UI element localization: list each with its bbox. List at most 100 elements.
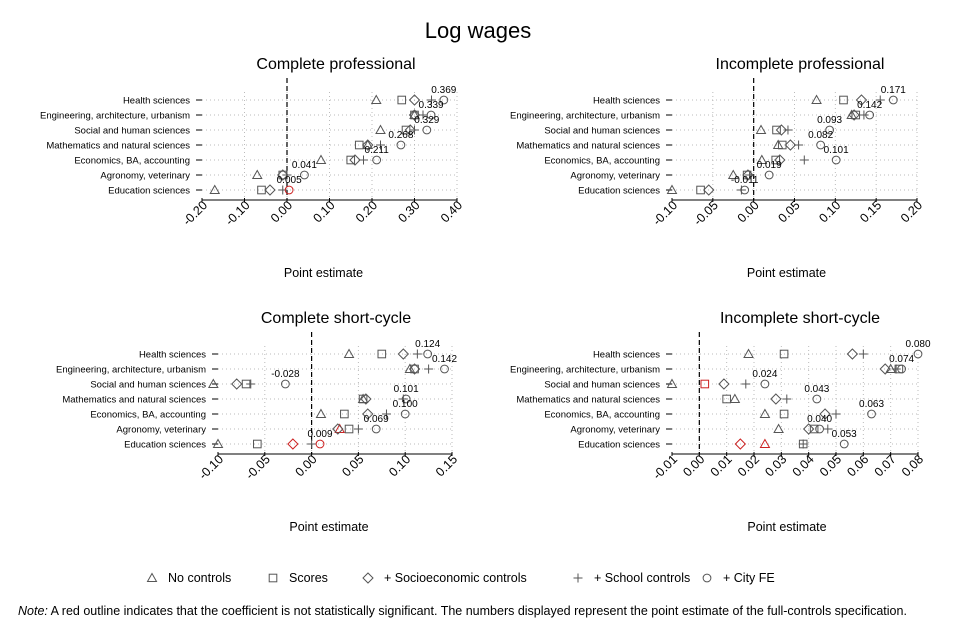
point-triangle: [404, 363, 416, 373]
x-tick-label: 0.05: [817, 452, 844, 479]
category-label: Social and human sciences: [544, 380, 660, 391]
point-label: 0.005: [277, 175, 302, 186]
point-plus: [798, 439, 808, 449]
legend-label: + School controls: [594, 571, 690, 585]
point-label: 0.100: [393, 399, 418, 410]
point-diamond: [408, 109, 421, 121]
point-diamond: [802, 423, 815, 435]
point-label: 0.019: [757, 160, 782, 171]
x-tick-label: 0.02: [735, 452, 762, 479]
category-label: Engineering, architecture, urbanism: [40, 111, 190, 122]
category-label: Health sciences: [593, 96, 660, 107]
legend-circle-icon: [702, 573, 712, 583]
point-square: [354, 140, 364, 150]
point-label: 0.101: [824, 145, 849, 156]
point-label: 0.009: [308, 429, 333, 440]
category-label: Mathematics and natural sciences: [46, 141, 190, 152]
point-diamond: [277, 169, 289, 181]
point-label: 0.268: [388, 130, 413, 141]
legend-label: Scores: [289, 571, 328, 585]
point-square: [358, 394, 368, 404]
point-plus: [859, 110, 869, 120]
point-label: 0.171: [881, 85, 906, 96]
category-label: Social and human sciences: [544, 126, 660, 137]
point-square: [340, 409, 349, 419]
x-tick-label: -0.01: [650, 452, 680, 482]
point-circle: [440, 364, 449, 374]
point-plus: [794, 140, 804, 150]
x-tick-label: -0.10: [650, 198, 680, 228]
point-label: 0.053: [832, 429, 857, 440]
x-tick-label: 0.03: [762, 452, 789, 479]
point-plus: [823, 424, 833, 434]
figure-title: Log wages: [425, 18, 531, 43]
legend-label: + Socioeconomic controls: [384, 571, 527, 585]
point-plus: [741, 379, 751, 389]
point-triangle: [666, 184, 678, 194]
note-text: A red outline indicates that the coeffic…: [47, 604, 907, 618]
x-tick-label: 0.05: [776, 198, 803, 225]
point-diamond: [703, 184, 715, 196]
point-square: [771, 155, 781, 165]
legend-item: + School controls: [573, 571, 690, 585]
category-label: Engineering, architecture, urbanism: [510, 111, 660, 122]
point-diamond: [408, 94, 421, 106]
point-plus: [858, 349, 868, 359]
point-plus: [353, 424, 363, 434]
point-label: 0.093: [817, 115, 842, 126]
category-label: Health sciences: [123, 96, 190, 107]
point-diamond: [718, 378, 730, 390]
point-triangle: [343, 348, 355, 358]
point-plus: [359, 155, 368, 165]
point-circle: [315, 439, 325, 449]
point-square: [410, 110, 419, 120]
point-circle: [422, 125, 432, 135]
point-triangle: [666, 378, 678, 388]
panel-3: Complete short-cycle -0.10 -0.05 0.00 0.05 0.…: [56, 310, 460, 534]
point-circle: [867, 409, 876, 419]
point-diamond: [734, 438, 747, 450]
point-label: -0.028: [271, 369, 300, 380]
point-label: 0.329: [414, 115, 439, 126]
point-label: 0.211: [365, 145, 390, 156]
point-label: 0.024: [752, 369, 777, 380]
point-label: 0.043: [804, 384, 829, 395]
point-square: [700, 379, 710, 389]
point-diamond: [360, 393, 372, 405]
x-tick-label: 0.00: [735, 198, 762, 225]
point-circle: [423, 349, 433, 359]
category-label: Health sciences: [593, 350, 660, 361]
point-plus: [376, 140, 385, 150]
x-tick-label: 0.06: [844, 452, 871, 479]
point-square: [346, 155, 356, 165]
point-square: [809, 424, 819, 434]
point-triangle: [315, 154, 327, 164]
point-circle: [760, 379, 770, 389]
point-diamond: [775, 124, 788, 136]
x-axis-title: Point estimate: [747, 520, 826, 534]
point-plus: [745, 170, 755, 180]
point-triangle: [207, 378, 219, 388]
point-plus: [427, 95, 436, 105]
panel-title: Complete short-cycle: [261, 310, 411, 327]
x-tick-label: 0.00: [293, 452, 320, 479]
legend-plus-icon: [573, 573, 583, 583]
point-label: 0.041: [292, 160, 317, 171]
x-tick-label: 0.10: [386, 452, 413, 479]
x-tick-label: 0.10: [816, 198, 843, 225]
point-label: 0.040: [807, 414, 832, 425]
point-plus: [424, 364, 434, 374]
legend-item: + Socioeconomic controls: [362, 571, 527, 585]
figure-note: Note: A red outline indicates that the c…: [18, 604, 907, 618]
point-circle: [815, 424, 824, 434]
legend-label: + City FE: [723, 571, 775, 585]
x-tick-label: 0.01: [708, 452, 735, 479]
point-diamond: [287, 438, 299, 450]
category-label: Health sciences: [139, 350, 206, 361]
x-tick-label: 0.40: [438, 198, 465, 225]
point-circle: [300, 170, 309, 180]
point-diamond: [879, 363, 891, 375]
legend-label: No controls: [168, 571, 231, 585]
x-tick-label: 0.30: [396, 198, 423, 225]
legend-item: No controls: [146, 571, 231, 585]
